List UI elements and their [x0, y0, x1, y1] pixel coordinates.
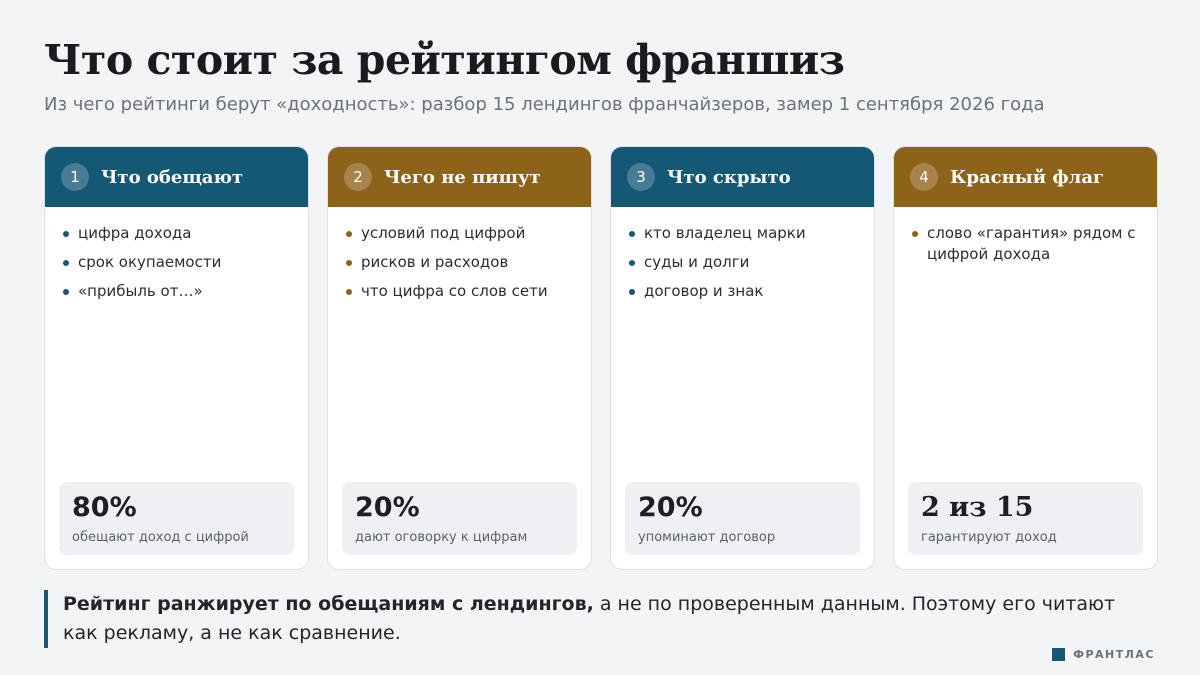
brand-footer: ФРАНТЛАС [1052, 648, 1155, 661]
stat-value: 20% [638, 492, 703, 523]
card-title: Чего не пишут [384, 166, 541, 188]
bullet-dot-icon [63, 231, 69, 237]
card-hidden: 3 Что скрыто кто владелец марки суды и д… [610, 146, 875, 570]
bullet-dot-icon [912, 231, 918, 237]
list-item: цифра дохода [61, 223, 292, 244]
card-red-flag: 4 Красный флаг слово «гарантия» рядом с … [893, 146, 1158, 570]
card-number-badge: 1 [61, 163, 89, 191]
list-item: суды и долги [627, 252, 858, 273]
brand-name: ФРАНТЛАС [1073, 648, 1155, 661]
list-item: слово «гарантия» рядом с цифрой дохода [910, 223, 1141, 265]
brand-square-icon [1052, 648, 1066, 661]
list-item: кто владелец марки [627, 223, 858, 244]
bullet-dot-icon [63, 260, 69, 266]
card-header: 2 Чего не пишут [328, 147, 591, 207]
stat-box: 80% обещают доход с цифрой [59, 482, 294, 555]
conclusion-text: а не по проверенным данным. Поэтому его … [63, 593, 1116, 644]
card-title: Что обещают [101, 166, 244, 188]
stat-label: гарантируют доход [921, 530, 1057, 545]
card-omissions: 2 Чего не пишут условий под цифрой риско… [327, 146, 592, 570]
card-header: 1 Что обещают [45, 147, 308, 207]
stat-box: 20% упоминают договор [625, 482, 860, 555]
list-item: договор и знак [627, 281, 858, 302]
stat-box: 20% дают оговорку к цифрам [342, 482, 577, 555]
card-title: Что скрыто [667, 166, 791, 188]
card-number-badge: 3 [627, 163, 655, 191]
stat-value: 20% [355, 492, 420, 523]
list-item: «прибыль от…» [61, 281, 292, 302]
card-header: 4 Красный флаг [894, 147, 1157, 207]
bullet-list: условий под цифрой рисков и расходов что… [328, 207, 591, 302]
list-item: срок окупаемости [61, 252, 292, 273]
stat-label: дают оговорку к цифрам [355, 530, 528, 545]
list-item: рисков и расходов [344, 252, 575, 273]
card-number-badge: 4 [910, 163, 938, 191]
list-item: условий под цифрой [344, 223, 575, 244]
list-item: что цифра со слов сети [344, 281, 575, 302]
stat-value: 80% [72, 492, 137, 523]
card-title: Красный флаг [950, 166, 1105, 188]
bullet-dot-icon [63, 289, 69, 295]
stat-label: обещают доход с цифрой [72, 530, 249, 545]
card-promises: 1 Что обещают цифра дохода срок окупаемо… [44, 146, 309, 570]
bullet-dot-icon [346, 289, 352, 295]
card-number-badge: 2 [344, 163, 372, 191]
bullet-dot-icon [629, 289, 635, 295]
stat-value: 2 из 15 [921, 492, 1034, 523]
bullet-dot-icon [346, 231, 352, 237]
page-title: Что стоит за рейтингом франшиз [44, 36, 845, 84]
bullet-list: слово «гарантия» рядом с цифрой дохода [894, 207, 1157, 265]
conclusion-bold: Рейтинг ранжирует по обещаниям с лендинг… [63, 593, 594, 615]
bullet-list: цифра дохода срок окупаемости «прибыль о… [45, 207, 308, 302]
bullet-dot-icon [629, 260, 635, 266]
page-subtitle: Из чего рейтинги берут «доходность»: раз… [44, 94, 1045, 115]
stat-box: 2 из 15 гарантируют доход [908, 482, 1143, 555]
bullet-dot-icon [346, 260, 352, 266]
cards-row: 1 Что обещают цифра дохода срок окупаемо… [44, 146, 1158, 570]
conclusion-callout: Рейтинг ранжирует по обещаниям с лендинг… [44, 590, 1124, 648]
stat-label: упоминают договор [638, 530, 776, 545]
card-header: 3 Что скрыто [611, 147, 874, 207]
bullet-dot-icon [629, 231, 635, 237]
bullet-list: кто владелец марки суды и долги договор … [611, 207, 874, 302]
